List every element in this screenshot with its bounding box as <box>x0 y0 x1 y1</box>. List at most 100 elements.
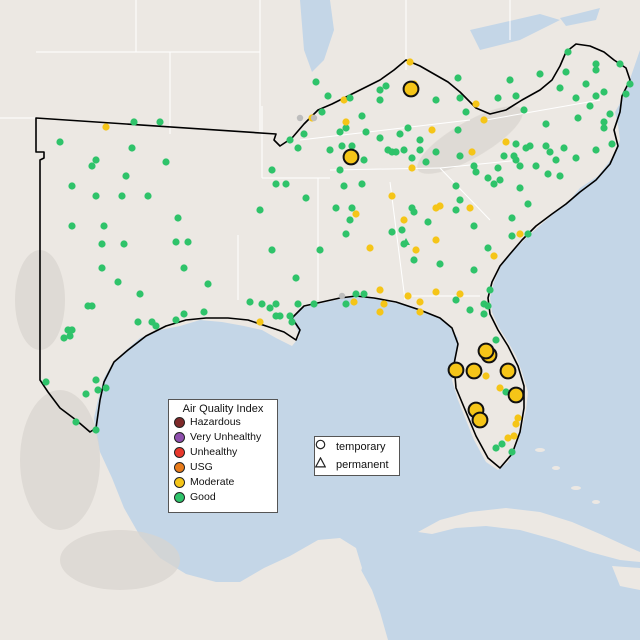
good-monitor-marker[interactable] <box>410 256 418 264</box>
good-monitor-marker[interactable] <box>338 142 346 150</box>
good-monitor-marker[interactable] <box>180 310 188 318</box>
good-monitor-marker[interactable] <box>526 142 534 150</box>
temporary-moderate-monitor-marker[interactable] <box>477 342 495 360</box>
good-monitor-marker[interactable] <box>122 172 130 180</box>
moderate-monitor-marker[interactable] <box>408 164 416 172</box>
good-monitor-marker[interactable] <box>120 240 128 248</box>
good-monitor-marker[interactable] <box>556 172 564 180</box>
good-monitor-marker[interactable] <box>600 88 608 96</box>
good-monitor-marker[interactable] <box>98 264 106 272</box>
good-monitor-marker[interactable] <box>246 298 254 306</box>
good-monitor-marker[interactable] <box>118 192 126 200</box>
good-monitor-marker[interactable] <box>272 300 280 308</box>
moderate-monitor-marker[interactable] <box>428 126 436 134</box>
good-monitor-marker[interactable] <box>348 204 356 212</box>
moderate-monitor-marker[interactable] <box>400 216 408 224</box>
good-monitor-marker[interactable] <box>102 384 110 392</box>
inactive-monitor-marker[interactable] <box>296 114 304 122</box>
good-monitor-marker[interactable] <box>486 286 494 294</box>
good-monitor-marker[interactable] <box>172 238 180 246</box>
good-monitor-marker[interactable] <box>130 118 138 126</box>
good-monitor-marker[interactable] <box>156 118 164 126</box>
good-monitor-marker[interactable] <box>68 326 76 334</box>
good-monitor-marker[interactable] <box>410 208 418 216</box>
good-monitor-marker[interactable] <box>456 196 464 204</box>
moderate-monitor-marker[interactable] <box>516 230 524 238</box>
good-monitor-marker[interactable] <box>422 158 430 166</box>
good-monitor-marker[interactable] <box>508 448 516 456</box>
good-monitor-marker[interactable] <box>82 390 90 398</box>
moderate-monitor-marker[interactable] <box>436 202 444 210</box>
inactive-monitor-marker[interactable] <box>310 114 318 122</box>
good-monitor-marker[interactable] <box>494 164 502 172</box>
good-monitor-marker[interactable] <box>288 318 296 326</box>
moderate-monitor-marker[interactable] <box>102 123 110 131</box>
moderate-monitor-marker[interactable] <box>342 118 350 126</box>
good-monitor-marker[interactable] <box>542 142 550 150</box>
good-monitor-marker[interactable] <box>342 300 350 308</box>
good-monitor-marker[interactable] <box>516 162 524 170</box>
good-monitor-marker[interactable] <box>432 148 440 156</box>
good-monitor-marker[interactable] <box>376 134 384 142</box>
good-monitor-marker[interactable] <box>42 378 50 386</box>
moderate-monitor-marker[interactable] <box>416 308 424 316</box>
good-monitor-marker[interactable] <box>256 206 264 214</box>
good-monitor-marker[interactable] <box>572 154 580 162</box>
good-monitor-marker[interactable] <box>500 152 508 160</box>
moderate-monitor-marker[interactable] <box>256 318 264 326</box>
good-monitor-marker[interactable] <box>462 108 470 116</box>
good-monitor-marker[interactable] <box>498 440 506 448</box>
good-monitor-marker[interactable] <box>294 300 302 308</box>
temporary-moderate-monitor-marker[interactable] <box>402 80 420 98</box>
good-monitor-marker[interactable] <box>600 118 608 126</box>
moderate-monitor-marker[interactable] <box>504 434 512 442</box>
good-monitor-marker[interactable] <box>536 70 544 78</box>
good-monitor-marker[interactable] <box>626 80 634 88</box>
good-monitor-marker[interactable] <box>300 130 308 138</box>
good-monitor-marker[interactable] <box>408 154 416 162</box>
good-monitor-marker[interactable] <box>268 246 276 254</box>
good-monitor-marker[interactable] <box>312 78 320 86</box>
good-monitor-marker[interactable] <box>592 60 600 68</box>
temporary-moderate-monitor-marker[interactable] <box>471 411 489 429</box>
good-monitor-marker[interactable] <box>94 386 102 394</box>
good-monitor-marker[interactable] <box>564 48 572 56</box>
good-monitor-marker[interactable] <box>404 124 412 132</box>
temporary-moderate-monitor-marker[interactable] <box>507 386 525 404</box>
temporary-moderate-monitor-marker[interactable] <box>499 362 517 380</box>
good-monitor-marker[interactable] <box>360 290 368 298</box>
permanent-monitor-marker[interactable] <box>402 238 410 245</box>
good-monitor-marker[interactable] <box>128 144 136 152</box>
good-monitor-marker[interactable] <box>266 304 274 312</box>
good-monitor-marker[interactable] <box>66 332 74 340</box>
good-monitor-marker[interactable] <box>348 142 356 150</box>
temporary-moderate-monitor-marker[interactable] <box>447 361 465 379</box>
good-monitor-marker[interactable] <box>454 74 462 82</box>
good-monitor-marker[interactable] <box>472 168 480 176</box>
good-monitor-marker[interactable] <box>268 166 276 174</box>
good-monitor-marker[interactable] <box>92 156 100 164</box>
good-monitor-marker[interactable] <box>358 180 366 188</box>
good-monitor-marker[interactable] <box>484 244 492 252</box>
moderate-monitor-marker[interactable] <box>432 288 440 296</box>
good-monitor-marker[interactable] <box>512 92 520 100</box>
good-monitor-marker[interactable] <box>60 334 68 342</box>
moderate-monitor-marker[interactable] <box>512 420 520 428</box>
good-monitor-marker[interactable] <box>544 170 552 178</box>
inactive-monitor-marker[interactable] <box>338 292 346 300</box>
good-monitor-marker[interactable] <box>470 266 478 274</box>
good-monitor-marker[interactable] <box>452 206 460 214</box>
good-monitor-marker[interactable] <box>310 300 318 308</box>
good-monitor-marker[interactable] <box>362 128 370 136</box>
good-monitor-marker[interactable] <box>512 140 520 148</box>
moderate-monitor-marker[interactable] <box>416 298 424 306</box>
good-monitor-marker[interactable] <box>592 146 600 154</box>
good-monitor-marker[interactable] <box>432 96 440 104</box>
good-monitor-marker[interactable] <box>396 130 404 138</box>
good-monitor-marker[interactable] <box>572 94 580 102</box>
good-monitor-marker[interactable] <box>562 68 570 76</box>
good-monitor-marker[interactable] <box>346 216 354 224</box>
good-monitor-marker[interactable] <box>542 120 550 128</box>
good-monitor-marker[interactable] <box>400 146 408 154</box>
